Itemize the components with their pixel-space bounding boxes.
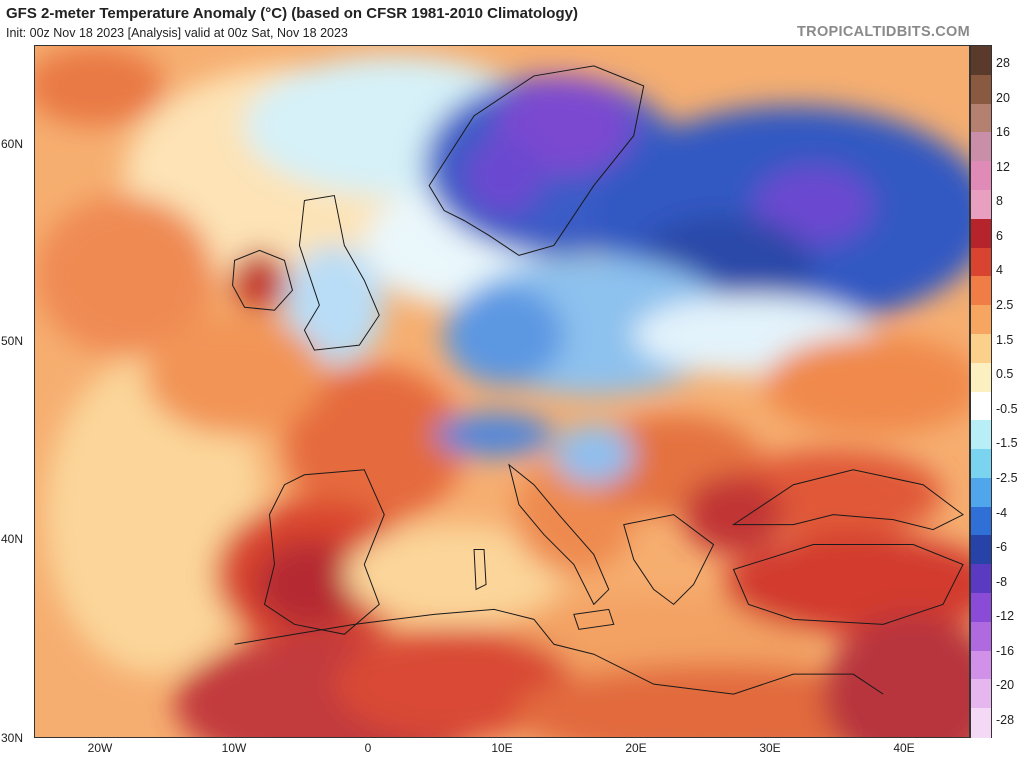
colorbar-label: 8 [996, 194, 1003, 209]
colorbar-label: -1.5 [996, 436, 1018, 451]
colorbar-label: -20 [996, 678, 1015, 693]
colorbar-label: 0.5 [996, 367, 1014, 382]
western-med-pale [344, 524, 564, 625]
colorbar-label: 4 [996, 263, 1003, 278]
colorbar-segment [971, 391, 991, 421]
colorbar-segment [971, 564, 991, 594]
colorbar-segment [971, 449, 991, 479]
colorbar-segment [971, 276, 991, 306]
lon-label-10e: 10E [491, 741, 513, 755]
chart-subtitle: Init: 00z Nov 18 2023 [Analysis] valid a… [6, 26, 348, 40]
colorbar-segment [971, 535, 991, 565]
colorbar-segment [971, 650, 991, 681]
colorbar-label: 28 [996, 56, 1010, 70]
norway-purple [464, 135, 544, 216]
colorbar-label: -8 [996, 574, 1008, 589]
colorbar-segment [971, 305, 991, 335]
colorbar-label: -2.5 [996, 470, 1018, 485]
colorbar-segment [971, 679, 991, 709]
anatolia-coast [732, 544, 964, 625]
colorbar-segment [971, 506, 991, 537]
turkey-warm [723, 534, 969, 635]
colorbar-segment [971, 103, 991, 133]
colorbar-segment [971, 333, 991, 364]
map-canvas [35, 46, 969, 737]
sicily-coast [573, 608, 615, 630]
colorbar-segment [971, 621, 991, 652]
lon-label-10w: 10W [221, 741, 247, 755]
colorbar-label: 12 [996, 159, 1010, 174]
lon-label-30e: 30E [759, 741, 781, 755]
lon-label-20w: 20W [87, 741, 113, 755]
brand-watermark: TROPICALTIDBITS.COM [797, 24, 970, 40]
germany-cool [444, 285, 564, 386]
lat-label-40n: 40N [1, 532, 24, 546]
france-warm [284, 365, 465, 525]
atlantic-warm-mid [144, 315, 325, 435]
lat-label-30n: 30N [1, 731, 24, 745]
chart-title: GFS 2-meter Temperature Anomaly (°C) (ba… [6, 5, 578, 22]
ireland-coast [232, 249, 294, 311]
colorbar-segment [971, 74, 991, 105]
black-sea-coast [731, 469, 964, 531]
lat-label-50n: 50N [1, 334, 24, 348]
colorbar-label: -0.5 [996, 401, 1018, 416]
colorbar-label: 16 [996, 125, 1010, 140]
ukraine-warm [763, 335, 969, 435]
colorbar-label: 6 [996, 228, 1003, 243]
colorbar-segment [971, 362, 991, 393]
colorbar-label: 1.5 [996, 332, 1014, 347]
iberia-hot [254, 539, 365, 630]
greece-coast [623, 514, 715, 606]
colorbar-segment [971, 132, 991, 162]
scandinavia-coast [428, 65, 645, 256]
alps-cold [434, 412, 554, 457]
colorbar-segment [971, 189, 991, 220]
lon-label-0: 0 [364, 741, 372, 755]
middle-east-hot [823, 614, 969, 737]
colorbar-label: -4 [996, 505, 1008, 520]
dinaric-cool [553, 424, 634, 485]
atlantic-warm-top [35, 46, 165, 126]
algeria-warm [334, 629, 574, 737]
colorbar-label: -16 [996, 643, 1015, 658]
colorbar-label: 2.5 [996, 298, 1014, 313]
russia-purple [753, 165, 874, 246]
colorbar-segment [971, 218, 991, 249]
iberia-coast [263, 469, 385, 635]
bulgaria-hot [683, 474, 784, 555]
colorbar-label: 20 [996, 90, 1010, 105]
libya-warm [514, 664, 914, 737]
colorbar-label: -6 [996, 540, 1008, 555]
colorbar-segment [971, 477, 991, 508]
lon-label-40e: 40E [893, 741, 915, 755]
ireland-warm [231, 250, 288, 311]
north-africa-coast [234, 608, 884, 695]
colorbar-segment [971, 247, 991, 277]
colorbar-segment [971, 161, 991, 191]
colorbar-segment [971, 593, 991, 623]
anomaly-map [34, 45, 970, 738]
atlantic-pale-south [44, 355, 265, 675]
lon-label-20e: 20E [625, 741, 647, 755]
atlantic-warm-north [35, 195, 215, 356]
colorbar-segment [971, 708, 991, 738]
italy-coast [508, 463, 610, 606]
colorbar-segment [971, 420, 991, 450]
sardinia-coast [473, 549, 487, 591]
britain-coast [298, 194, 380, 351]
colorbar-label: -28 [996, 713, 1015, 727]
lat-label-60n: 60N [1, 137, 24, 151]
coastlines [232, 65, 964, 695]
colorbar-segment [971, 46, 991, 76]
colorbar-label: -12 [996, 609, 1015, 624]
colorbar [970, 45, 992, 738]
